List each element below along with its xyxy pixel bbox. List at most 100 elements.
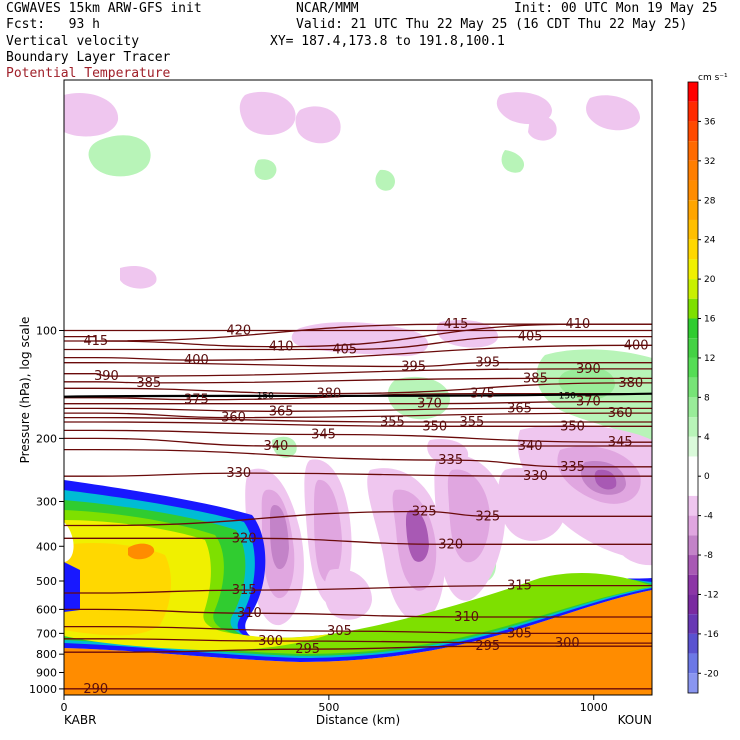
colorbar-label: 28	[704, 196, 716, 206]
colorbar-band	[688, 397, 698, 418]
theta-contour-labels: 290 295 295 300 300 305 305 310 310 315 315 320 320 3…	[83, 317, 649, 695]
theta-label: 385	[136, 376, 161, 391]
left-endpoint-station: KABR	[64, 713, 96, 727]
theta-label: 365	[507, 401, 532, 416]
theta-contour-330	[64, 472, 652, 477]
theta-contour-320	[64, 537, 652, 545]
theta-contour-310	[64, 608, 652, 618]
pbl-tracer-area	[64, 543, 172, 636]
forecast-hour: Fcst: 93 h	[6, 17, 100, 32]
y-tick-label: 600	[36, 603, 57, 616]
theta-contour-355	[64, 416, 652, 423]
downdraft-area	[120, 265, 157, 289]
colorbar-band	[688, 259, 698, 280]
theta-contour-325	[64, 510, 652, 527]
theta-label: 400	[624, 338, 649, 353]
theta-contour-305	[64, 625, 652, 635]
downdraft-area	[64, 92, 119, 137]
colorbar-band	[688, 200, 698, 220]
downdraft-area	[586, 95, 640, 131]
colorbar-label: -20	[704, 669, 719, 679]
updraft-area	[375, 169, 395, 191]
theta-contour-385	[64, 377, 652, 384]
downdraft-area	[270, 504, 289, 570]
y-tick-label: 400	[36, 540, 57, 553]
x-tick-label: 1000	[580, 701, 608, 714]
colorbar-label: 20	[704, 275, 716, 285]
theta-contour-lines	[64, 323, 652, 690]
theta-label: 315	[507, 579, 532, 594]
x-axis-label: Distance (km)	[316, 713, 400, 727]
theta-label: 415	[444, 317, 469, 332]
downdraft-area	[594, 469, 617, 490]
y-tick-label: 100	[36, 325, 57, 338]
colorbar-band	[688, 219, 698, 240]
colorbar-band	[688, 279, 698, 299]
theta-contour-395	[64, 362, 652, 368]
theta-contour-345	[64, 429, 652, 443]
theta-label: 410	[269, 340, 294, 355]
theta-label: 325	[412, 505, 437, 520]
theta-contour-400	[64, 344, 652, 361]
theta-contour-300	[64, 638, 652, 644]
theta-label: 375	[470, 387, 495, 402]
right-endpoint-station: KOUN	[618, 713, 652, 727]
theta-label: 335	[560, 460, 585, 475]
y-tick-label: 200	[36, 432, 57, 445]
theta-label: 310	[454, 610, 479, 625]
pbl-tracer-area	[64, 510, 652, 654]
theta-label: 315	[232, 583, 257, 598]
tropopause-label: 150	[559, 392, 576, 402]
colorbar-band	[688, 555, 698, 575]
downdraft-area	[528, 115, 557, 141]
colorbar-band	[688, 594, 698, 615]
theta-label: 395	[475, 356, 500, 371]
theta-contour-315	[64, 584, 652, 594]
colorbar-band	[688, 82, 698, 102]
downdraft-area	[324, 568, 372, 620]
colorbar-label: 16	[704, 315, 716, 325]
theta-label: 420	[226, 324, 251, 339]
colorbar-units: cm s⁻¹	[698, 73, 728, 83]
y-axis: 100 200 300 400 500 600 700 800 900 1000	[29, 325, 64, 696]
field-boundary-layer-tracer: Boundary Layer Tracer	[6, 50, 171, 65]
plot-frame	[63, 79, 653, 696]
theta-label: 345	[311, 427, 336, 442]
pbl-tracer-area	[128, 543, 155, 560]
colorbar-band	[688, 121, 698, 142]
downdraft-area	[295, 106, 341, 144]
theta-contour-350	[64, 421, 652, 427]
colorbar-band	[688, 614, 698, 634]
x-tick-label: 0	[61, 701, 68, 714]
colorbar-band	[688, 239, 698, 260]
updraft-area	[501, 150, 525, 173]
colorbar-band	[688, 298, 698, 319]
plot-area: 290 295 295 300 300 305 305 310 310 315 315 320 320 3…	[64, 91, 652, 695]
theta-label: 340	[263, 439, 288, 454]
cross-section-xy: XY= 187.4,173.8 to 191.8,100.1	[270, 34, 505, 49]
theta-contour-405	[64, 335, 652, 351]
model-title: CGWAVES 15km ARW-GFS init	[6, 1, 202, 16]
colorbar-band	[688, 653, 698, 674]
theta-contour-340	[64, 437, 652, 447]
theta-contour-295	[64, 645, 652, 653]
theta-label: 355	[380, 415, 405, 430]
colorbar-band	[688, 456, 698, 496]
x-tick-label: 500	[318, 701, 339, 714]
colorbar-band	[688, 436, 698, 457]
theta-label: 295	[295, 642, 320, 657]
theta-label: 400	[184, 353, 209, 368]
colorbar-label: -16	[704, 630, 719, 640]
theta-label: 370	[576, 395, 601, 410]
theta-contour-370	[64, 401, 652, 405]
theta-label: 335	[438, 453, 463, 468]
theta-label: 305	[507, 626, 532, 641]
downdraft-area	[427, 438, 469, 464]
theta-contour-335	[64, 448, 652, 468]
theta-label: 405	[518, 330, 543, 345]
boundary-layer-tracer	[64, 480, 652, 695]
colorbar-label: 12	[704, 354, 715, 364]
theta-label: 350	[422, 419, 447, 434]
colorbar-label: -12	[704, 590, 719, 600]
theta-label: 300	[258, 634, 283, 649]
